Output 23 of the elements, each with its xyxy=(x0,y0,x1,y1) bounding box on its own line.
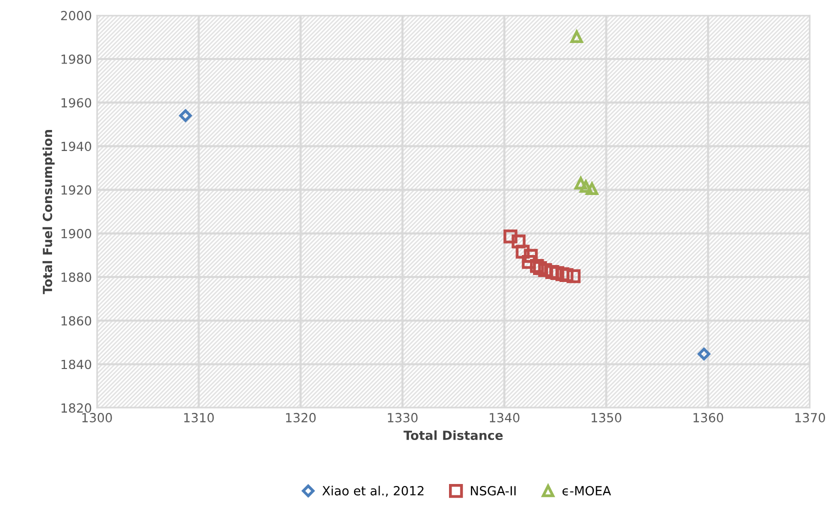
x-tick-label: 1370 xyxy=(795,412,826,422)
legend-label: ϵ-MOEA xyxy=(562,486,611,496)
x-tick-label: 1330 xyxy=(388,412,418,422)
x-tick-label: 1320 xyxy=(286,412,316,422)
y-tick-label: 2000 xyxy=(61,10,92,20)
x-axis-title: Total Distance xyxy=(404,430,503,440)
x-tick-label: 1310 xyxy=(184,412,214,422)
y-tick-label: 1960 xyxy=(62,98,92,108)
y-tick-label: 1880 xyxy=(62,272,92,282)
y-tick-label: 1980 xyxy=(62,54,92,64)
legend-label: Xiao et al., 2012 xyxy=(322,486,424,497)
y-tick-label: 1860 xyxy=(62,316,92,326)
y-tick-label: 1820 xyxy=(62,403,92,413)
y-tick-label: 1940 xyxy=(62,142,92,152)
y-tick-label: 1900 xyxy=(62,228,92,238)
y-tick-label: 1840 xyxy=(62,360,92,370)
y-axis-title: Total Fuel Consumption xyxy=(42,130,55,294)
x-tick-label: 1360 xyxy=(694,412,724,422)
x-tick-label: 1300 xyxy=(82,412,112,422)
x-tick-label: 1340 xyxy=(490,412,520,422)
legend-label: NSGA-II xyxy=(470,486,516,496)
y-tick-label: 1920 xyxy=(62,185,92,195)
x-tick-label: 1350 xyxy=(592,412,622,422)
